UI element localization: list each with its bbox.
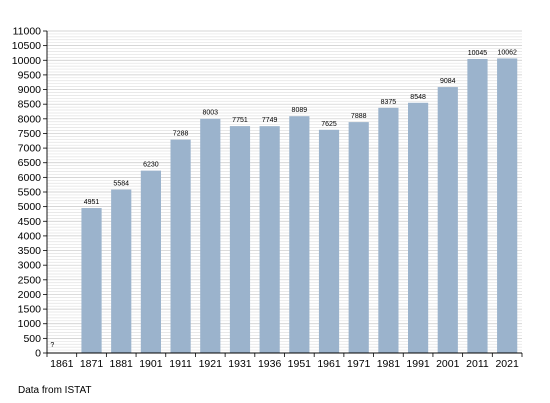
bar-1921 <box>200 118 221 353</box>
data-label-2001: 9084 <box>440 78 456 85</box>
x-tick-label: 1981 <box>377 358 401 370</box>
y-tick-label: 10000 <box>12 55 41 67</box>
x-tick-label: 1961 <box>317 358 341 370</box>
bar-2021 <box>497 58 518 353</box>
y-tick-label: 8000 <box>18 113 42 125</box>
y-tick-label: 7000 <box>18 143 42 155</box>
bar-1911 <box>170 139 191 353</box>
data-label-2011: 10045 <box>468 50 488 57</box>
x-tick-label: 1911 <box>169 358 192 370</box>
axes <box>43 30 523 357</box>
data-label-1901: 6230 <box>143 162 159 169</box>
data-label-1881: 5584 <box>113 181 129 188</box>
bar-2001 <box>437 87 458 353</box>
data-label-2021: 10062 <box>497 49 517 56</box>
y-tick-label: 6500 <box>18 157 42 169</box>
y-tick-label: 7500 <box>18 128 42 140</box>
x-tick-labels: 1861 1871 1881 1901 1911 1921 1931 1936 1951 1961… <box>50 358 519 370</box>
y-tick-label: 2500 <box>18 274 42 286</box>
bar-1981 <box>378 107 399 353</box>
x-tick-label: 1921 <box>199 358 223 370</box>
bar-1901 <box>140 170 161 353</box>
y-tick-label: 10500 <box>12 40 41 52</box>
bar-1951 <box>289 116 310 353</box>
x-tick-label: 2011 <box>466 358 489 370</box>
bar-1971 <box>348 122 369 353</box>
bar-2011 <box>467 58 488 354</box>
y-tick-label: 5000 <box>18 201 42 213</box>
data-label-1871: 4951 <box>84 199 100 206</box>
y-tick-label: 5500 <box>18 187 42 199</box>
data-label-1961: 7625 <box>321 121 337 128</box>
x-tick-label: 1871 <box>80 358 104 370</box>
y-tick-label: 1500 <box>18 304 42 316</box>
x-tick-label: 2001 <box>436 358 460 370</box>
y-tick-label: 4500 <box>18 216 42 228</box>
x-tick-label: 1881 <box>110 358 134 370</box>
x-tick-label: 1931 <box>228 358 252 370</box>
bar-1961 <box>318 129 340 353</box>
bars <box>81 58 518 354</box>
y-tick-label: 0 <box>35 348 41 360</box>
data-label-1861: ? <box>50 342 54 349</box>
data-label-1971: 7888 <box>351 113 367 120</box>
y-tick-label: 8500 <box>18 99 42 111</box>
x-tick-label: 1936 <box>258 358 282 370</box>
x-tick-label: 2021 <box>495 358 519 370</box>
x-tick-label: 1951 <box>288 358 312 370</box>
y-tick-label: 2000 <box>18 289 42 301</box>
y-tick-labels: 0 500 1000 1500 2000 2500 3000 3500 4000 4500 5000… <box>12 26 41 360</box>
x-tick-label: 1991 <box>406 358 430 370</box>
y-tick-label: 1000 <box>18 318 42 330</box>
y-tick-label: 11000 <box>13 26 42 38</box>
bar-1931 <box>229 126 251 354</box>
data-labels: ? 4951 5584 6230 7288 8003 7751 7749 8089 7625 788… <box>50 49 517 349</box>
y-tick-label: 500 <box>23 333 41 345</box>
data-label-1981: 8375 <box>381 99 397 106</box>
bar-1871 <box>81 208 102 353</box>
data-label-1921: 8003 <box>202 110 218 117</box>
y-tick-label: 4000 <box>18 230 42 242</box>
data-label-1936: 7749 <box>262 117 278 124</box>
y-tick-label: 3000 <box>18 260 42 272</box>
data-label-1991: 8548 <box>410 94 426 101</box>
y-tick-label: 6000 <box>18 172 42 184</box>
data-label-1931: 7751 <box>232 117 248 124</box>
x-tick-label: 1901 <box>139 358 163 370</box>
x-tick-label: 1971 <box>347 358 371 370</box>
y-tick-label: 3500 <box>18 245 42 257</box>
x-tick-label: 1861 <box>50 358 74 370</box>
bar-1991 <box>408 102 429 353</box>
y-tick-label: 9000 <box>18 84 42 96</box>
data-label-1951: 8089 <box>292 107 308 114</box>
data-label-1911: 7288 <box>173 131 189 138</box>
y-tick-label: 9500 <box>18 69 42 81</box>
bar-1936 <box>259 126 280 353</box>
source-note: Data from ISTAT <box>18 385 92 396</box>
bar-1881 <box>111 189 132 353</box>
